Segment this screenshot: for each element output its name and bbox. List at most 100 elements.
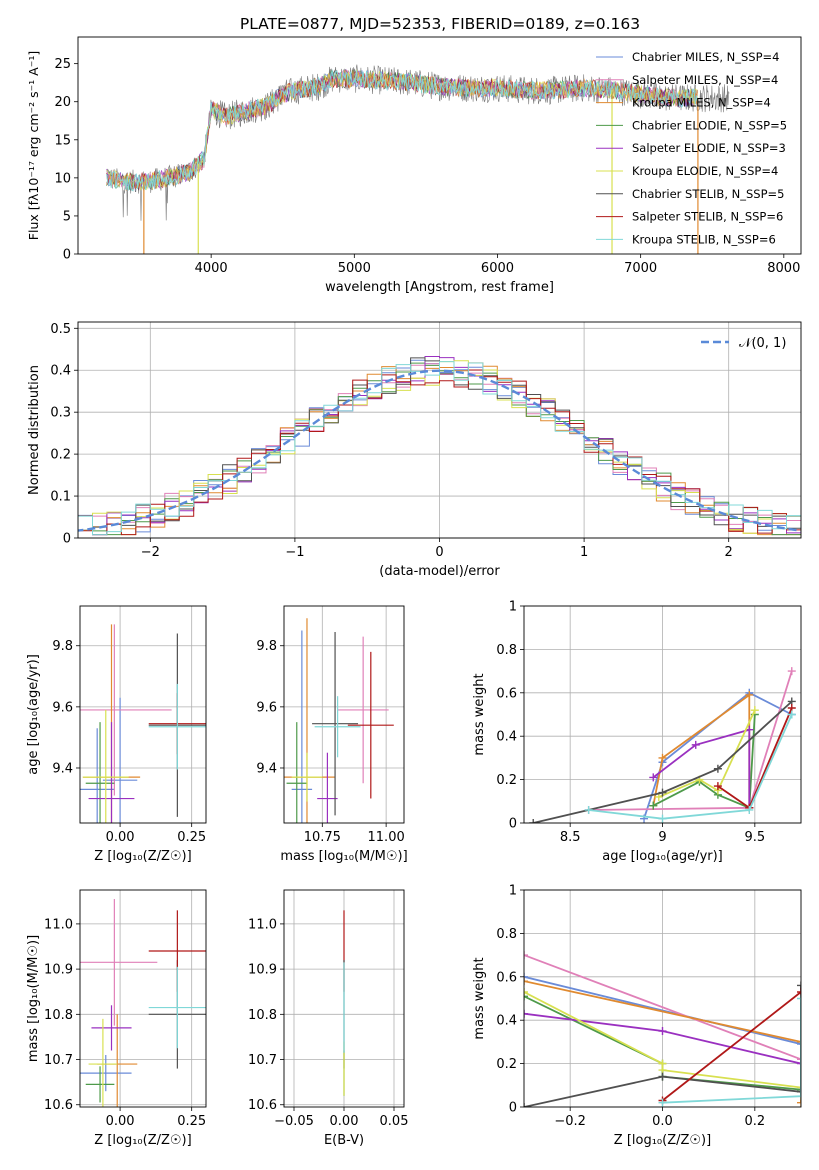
y-tick-label: 0.6: [496, 970, 517, 985]
y-tick-label: 0.3: [50, 406, 71, 421]
gaussian-curve: [78, 369, 801, 532]
weight-marker: [797, 1087, 801, 1096]
model-spectrum-8: [106, 68, 699, 192]
weight-marker: [524, 992, 528, 1001]
y-axis-label: age [log₁₀(age/yr)]: [26, 654, 41, 775]
plot-area: [80, 624, 206, 823]
x-tick-label: 0.0: [652, 1114, 673, 1129]
legend-entry: Salpeter STELIB, N_SSP=6: [632, 210, 783, 224]
weight-marker: [649, 801, 658, 810]
axes-frame: [283, 605, 405, 824]
y-tick-label: 10.8: [44, 1008, 73, 1023]
weight-marker: [745, 690, 754, 699]
y-tick-label: 5: [63, 209, 71, 224]
x-tick-label: 9.5: [744, 830, 765, 845]
weight-line-2: [524, 980, 801, 1103]
weight-marker: [524, 951, 528, 960]
legend-entry: Chabrier ELODIE, N_SSP=5: [632, 118, 787, 132]
plot-area: [80, 899, 206, 1107]
x-axis-label: wavelength [Angstrom, rest frame]: [325, 280, 554, 295]
weight-marker: [787, 710, 796, 719]
weight-marker: [797, 1059, 801, 1068]
weight-marker: [524, 972, 528, 981]
x-tick-label: 0: [435, 545, 443, 560]
weight-marker: [797, 1055, 801, 1064]
panel-age_vs_Z: 0.00 0.25 9.4 9.6 9.8 Z [log₁₀(Z/Z☉)] age [log…: [26, 605, 207, 864]
panel-mass_vs_Z: 0.00 0.25 10.6 10.7 10.8 10.9 11.0 Z [log₁₀(Z/Z…: [26, 889, 207, 1148]
plot-area: [284, 618, 394, 823]
weight-marker: [658, 1098, 667, 1107]
weight-marker: [797, 987, 801, 996]
weight-marker: [797, 1092, 801, 1101]
x-axis-label: (data-model)/error: [379, 564, 500, 579]
y-tick-label: 0.8: [496, 643, 517, 658]
weight-marker: [713, 782, 722, 791]
weight-marker: [529, 819, 538, 823]
plot-area: [524, 951, 801, 1107]
panel-mass_weight_vs_Z: −0.2 0.0 0.2 0 0.2 0.4 0.6 0.8 1 Z [log₁₀(Z/Z☉)] m…: [472, 884, 802, 1148]
x-tick-label: 5000: [338, 261, 371, 276]
y-axis-label: mass weight: [472, 673, 487, 755]
y-tick-label: 10.9: [44, 963, 73, 978]
axes-frame: [77, 36, 802, 255]
plot-area: [78, 356, 801, 536]
weight-line-4: [652, 728, 751, 808]
panel-age_vs_mass: 10.75 11.00 9.4 9.6 9.8 mass [log₁₀(M/M☉)]: [256, 605, 408, 864]
x-tick-label: 2: [725, 545, 733, 560]
x-tick-label: 1: [580, 545, 588, 560]
x-tick-label: 0.25: [177, 830, 206, 845]
y-tick-label: 0.8: [496, 927, 517, 942]
weight-marker: [797, 1037, 801, 1046]
x-tick-label: −1: [285, 545, 304, 560]
histogram-series-8: [78, 361, 801, 536]
x-tick-label: 0.05: [380, 1114, 409, 1129]
x-tick-label: 0.25: [177, 1114, 206, 1129]
axes-frame: [79, 889, 207, 1108]
legend-entry: Salpeter MILES, N_SSP=4: [632, 73, 778, 87]
y-tick-label: 0.2: [496, 1057, 517, 1072]
y-tick-label: 11.0: [44, 917, 73, 932]
weight-line-6: [532, 700, 793, 823]
y-tick-label: 0.2: [50, 448, 71, 463]
y-tick-label: 9.4: [52, 761, 73, 776]
legend-entry: Chabrier STELIB, N_SSP=5: [632, 187, 784, 201]
weight-marker: [658, 788, 667, 797]
y-tick-label: 0.5: [50, 322, 71, 337]
weight-marker: [524, 977, 528, 986]
weight-line-6: [524, 985, 801, 1107]
y-tick-label: 9.4: [256, 761, 277, 776]
x-axis-label: E(B-V): [324, 1133, 364, 1148]
y-axis-label: mass weight: [472, 957, 487, 1039]
y-tick-label: 10.8: [248, 1008, 277, 1023]
y-tick-label: 9.6: [52, 700, 73, 715]
y-tick-label: 10: [54, 171, 71, 186]
weight-marker: [797, 1085, 801, 1094]
y-tick-label: 10.6: [44, 1098, 73, 1113]
x-tick-label: 0.00: [330, 1114, 359, 1129]
weight-marker: [797, 1040, 801, 1049]
x-axis-label: age [log₁₀(age/yr)]: [602, 849, 723, 864]
weight-marker: [797, 1098, 801, 1107]
weight-marker: [691, 740, 700, 749]
histogram-series-7: [78, 369, 801, 536]
panel-mass_vs_ebv: −0.05 0.00 0.05 10.6 10.7 10.8 10.9 11.0 E(B-V): [248, 889, 409, 1148]
y-axis-label: mass [log₁₀(M/M☉)]: [26, 935, 41, 1062]
x-tick-label: 4000: [195, 261, 228, 276]
weight-marker: [658, 1027, 667, 1036]
y-tick-label: 10.6: [248, 1098, 277, 1113]
weight-marker: [524, 987, 528, 996]
weight-marker: [658, 814, 667, 823]
legend-entry: Salpeter ELODIE, N_SSP=3: [632, 141, 786, 155]
y-tick-label: 1: [509, 884, 517, 899]
y-tick-label: 0.4: [496, 730, 517, 745]
legend-entry: Kroupa MILES, N_SSP=4: [632, 96, 771, 110]
y-tick-label: 10.7: [248, 1053, 277, 1068]
x-tick-label: 0.2: [744, 1114, 765, 1129]
plot-area: [529, 667, 796, 823]
weight-marker: [649, 773, 658, 782]
panel-spectrum: 4000 5000 6000 7000 8000 0 5 10 15 20 25 wavelength…: [26, 36, 802, 295]
x-tick-label: 9: [658, 830, 666, 845]
y-tick-label: 1: [509, 600, 517, 615]
